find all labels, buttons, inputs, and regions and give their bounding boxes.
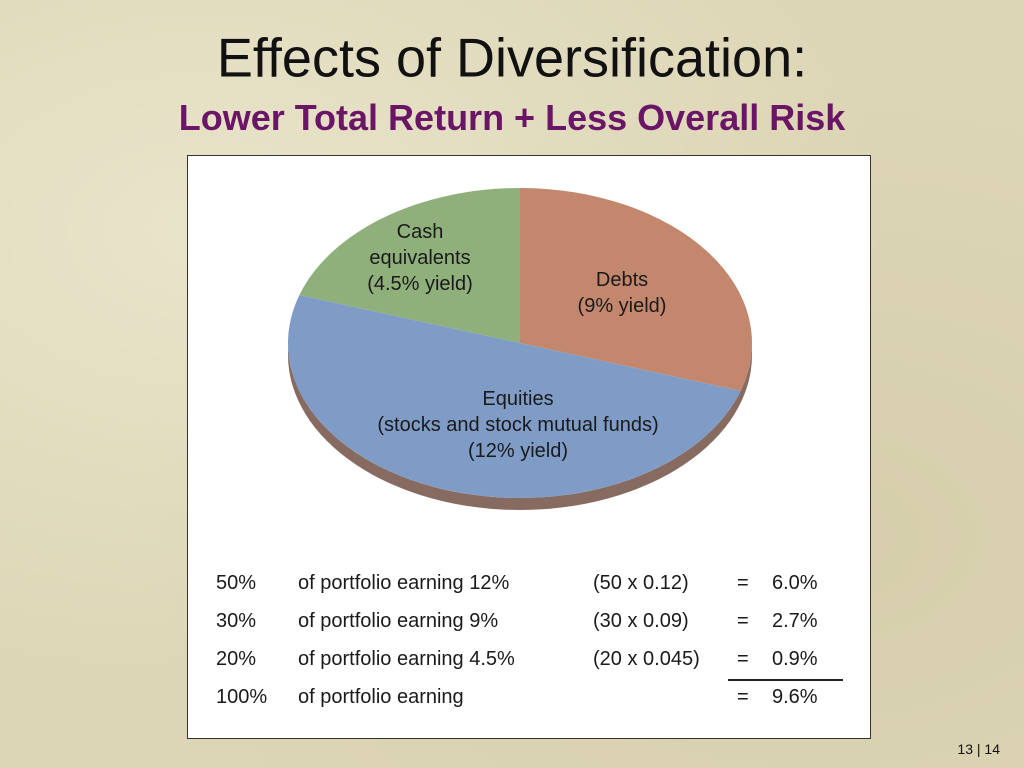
calc-pct: 20%	[216, 648, 257, 670]
page-separator: |	[976, 741, 981, 757]
pie-label-debts: Debts (9% yield)	[578, 269, 667, 317]
chart-panel: Cash equivalents (4.5% yield) Debts (9% yiel…	[187, 155, 871, 739]
pie-label-line: Cash	[397, 221, 444, 243]
pie-label-line: (9% yield)	[578, 295, 667, 317]
calc-desc: of portfolio earning 4.5%	[298, 648, 515, 670]
calc-pct: 30%	[216, 610, 257, 632]
calc-formula: (20 x 0.045)	[593, 648, 700, 670]
pie-slice-equities	[288, 295, 741, 498]
calc-desc: of portfolio earning 12%	[298, 572, 510, 594]
slide-title: Effects of Diversification:	[216, 27, 808, 89]
pie-chart: Cash equivalents (4.5% yield) Debts (9% yiel…	[288, 188, 753, 510]
page-current: 13	[957, 741, 973, 757]
calc-desc: of portfolio earning	[298, 686, 464, 708]
pie-label-line: Debts	[596, 269, 648, 291]
page-number: 13 | 14	[957, 741, 1000, 757]
pie-label-line: (4.5% yield)	[367, 273, 473, 295]
calc-pct: 100%	[216, 686, 268, 708]
page-total: 14	[984, 741, 1000, 757]
pie-slice-cash	[299, 188, 520, 343]
total-rule	[728, 679, 843, 681]
calc-eq: =	[737, 686, 749, 708]
calc-result: 9.6%	[772, 686, 818, 708]
calc-desc: of portfolio earning 9%	[298, 610, 499, 632]
pie-label-cash: Cash equivalents (4.5% yield)	[367, 221, 473, 295]
calc-eq: =	[737, 572, 749, 594]
pie-label-line: (stocks and stock mutual funds)	[377, 414, 658, 436]
calc-eq: =	[737, 648, 749, 670]
calc-result: 6.0%	[772, 572, 818, 594]
calc-formula: (50 x 0.12)	[593, 572, 689, 594]
pie-slice-debts	[520, 188, 753, 391]
pie-label-line: (12% yield)	[468, 440, 568, 462]
calc-eq: =	[737, 610, 749, 632]
calc-result: 0.9%	[772, 648, 818, 670]
slide-subtitle: Lower Total Return + Less Overall Risk	[178, 97, 846, 138]
pie-label-equities: Equities (stocks and stock mutual funds) (…	[377, 388, 658, 462]
calculation-table: 50% of portfolio earning 12% (50 x 0.12) = 6…	[188, 156, 872, 740]
calc-formula: (30 x 0.09)	[593, 610, 689, 632]
calc-pct: 50%	[216, 572, 257, 594]
pie-label-line: Equities	[482, 388, 553, 410]
calc-result: 2.7%	[772, 610, 818, 632]
pie-label-line: equivalents	[369, 247, 470, 269]
